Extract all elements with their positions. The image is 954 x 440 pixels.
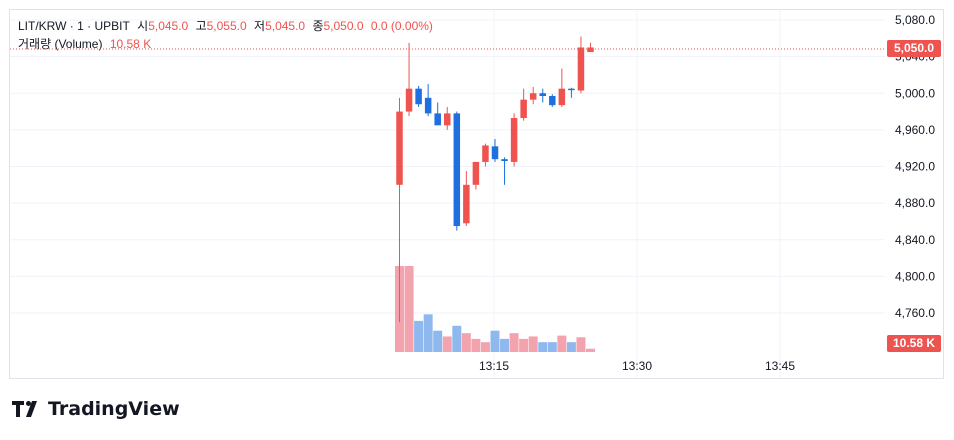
candle-body	[444, 113, 451, 126]
candle-body	[453, 113, 461, 227]
x-tick-label: 13:15	[479, 359, 509, 373]
candle-body	[539, 93, 546, 96]
candle-body	[501, 159, 508, 162]
volume-bar	[471, 338, 481, 352]
tradingview-icon	[12, 401, 37, 417]
volume-label[interactable]: 거래량 (Volume)	[18, 37, 103, 51]
volume-tag: 10.58 K	[887, 335, 941, 352]
brand-name: TradingView	[48, 398, 180, 420]
volume-bar	[566, 342, 576, 352]
low-label: 저	[254, 19, 266, 33]
x-tick-label: 13:45	[765, 359, 795, 373]
y-tick-label: 4,880.0	[895, 196, 935, 210]
volume-bar	[442, 336, 452, 352]
volume-bar	[509, 333, 519, 352]
candle-body	[472, 161, 480, 185]
volume-legend: 거래량 (Volume) 10.58 K	[18, 35, 155, 52]
ohlc-legend: LIT/KRW · 1 · UPBIT 시5,045.0 고5,055.0 저5…	[18, 17, 437, 34]
volume-bar	[461, 333, 471, 352]
candle-body	[549, 95, 556, 106]
candle-body	[520, 99, 527, 118]
open-value: 5,045.0	[148, 19, 189, 33]
candle-body	[491, 146, 499, 160]
tradingview-logo[interactable]: TradingView	[12, 398, 180, 420]
volume-bar	[423, 314, 433, 352]
candle-body	[587, 47, 594, 53]
candle-body	[577, 47, 585, 91]
y-tick-label: 4,840.0	[895, 233, 935, 247]
chart-frame	[9, 9, 944, 379]
volume-bar	[433, 330, 443, 352]
y-tick-label: 4,760.0	[895, 306, 935, 320]
volume-bar	[547, 342, 557, 352]
candle-body	[415, 88, 422, 105]
volume-bar	[404, 266, 414, 352]
candle-body	[558, 88, 566, 106]
candle-body	[529, 93, 537, 100]
y-tick-label: 4,800.0	[895, 269, 935, 283]
high-label: 고	[195, 19, 207, 33]
volume-bar	[480, 342, 490, 352]
candle-body	[568, 88, 575, 91]
last-price-tag: 5,050.0	[887, 40, 941, 57]
open-label: 시	[137, 19, 149, 33]
volume-bar	[500, 338, 510, 352]
low-value: 5,045.0	[265, 19, 306, 33]
candle-body	[463, 184, 470, 224]
volume-bar	[490, 330, 500, 352]
volume-bar	[519, 338, 529, 352]
candle-body	[396, 111, 403, 185]
candle-body	[405, 88, 413, 112]
candle-body	[482, 145, 489, 162]
close-value: 5,050.0	[323, 19, 364, 33]
close-label: 종	[312, 19, 324, 33]
volume-bar	[576, 337, 586, 352]
y-tick-label: 4,920.0	[895, 160, 935, 174]
y-tick-label: 5,000.0	[895, 86, 935, 100]
candle-body	[424, 97, 432, 114]
x-tick-label: 13:30	[622, 359, 652, 373]
volume-bar	[528, 336, 538, 352]
volume-bar	[538, 342, 548, 352]
volume-bar	[586, 348, 595, 352]
volume-bar	[414, 320, 424, 352]
high-value: 5,055.0	[206, 19, 247, 33]
candle-body	[434, 113, 441, 126]
volume-value: 10.58 K	[109, 37, 152, 51]
y-tick-label: 4,960.0	[895, 123, 935, 137]
volume-bar	[557, 335, 567, 352]
candle-body	[510, 117, 518, 162]
change-value: 0.0 (0.00%)	[370, 19, 433, 33]
symbol-label[interactable]: LIT/KRW · 1 · UPBIT	[18, 19, 130, 33]
volume-bar	[452, 325, 462, 352]
y-tick-label: 5,080.0	[895, 13, 935, 27]
